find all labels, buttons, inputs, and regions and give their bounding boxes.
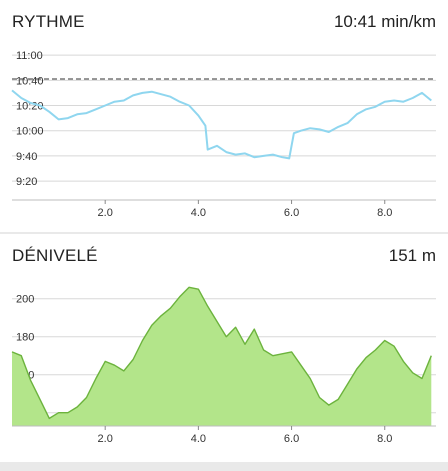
pace-panel: 9:20 9:40 10:00 10:20 10:40 11:00 2.0 4.0 6.0 8.0… [0, 0, 448, 232]
y-tick-label: 11:00 [16, 50, 43, 62]
y-tick-label: 10:00 [16, 126, 44, 138]
x-tick-label: 8.0 [377, 433, 392, 445]
elevation-area [12, 287, 432, 426]
y-tick-label: 180 [16, 332, 34, 344]
pace-chart[interactable]: 9:20 9:40 10:00 10:20 10:40 11:00 2.0 4.0 6.0 8.0 [0, 0, 448, 232]
elevation-value: 151 m [388, 246, 436, 265]
x-tick-label: 6.0 [284, 207, 299, 219]
y-tick-label: 10:20 [16, 101, 44, 113]
x-tick-label: 2.0 [98, 433, 113, 445]
x-tick-label: 8.0 [377, 207, 392, 219]
x-tick-label: 4.0 [191, 207, 206, 219]
y-tick-label: 9:20 [16, 176, 37, 188]
elevation-line [11, 286, 432, 420]
elevation-title: DÉNIVELÉ [12, 246, 98, 265]
pace-line [11, 89, 432, 160]
elevation-chart[interactable]: 1401601802002.04.06.08.0 [0, 234, 448, 462]
x-tick-label: 2.0 [98, 207, 113, 219]
x-tick-label: 4.0 [191, 433, 206, 445]
y-tick-label: 9:40 [16, 151, 37, 163]
x-tick-label: 6.0 [284, 433, 299, 445]
pace-value: 10:41 min/km [333, 12, 436, 31]
pace-title: RYTHME [12, 12, 85, 31]
bottom-strip [0, 462, 448, 471]
y-tick-label: 10:40 [16, 75, 44, 87]
elevation-panel: 1401601802002.04.06.08.0 DÉNIVELÉ 151 m [0, 234, 448, 462]
y-tick-label: 200 [16, 294, 34, 306]
